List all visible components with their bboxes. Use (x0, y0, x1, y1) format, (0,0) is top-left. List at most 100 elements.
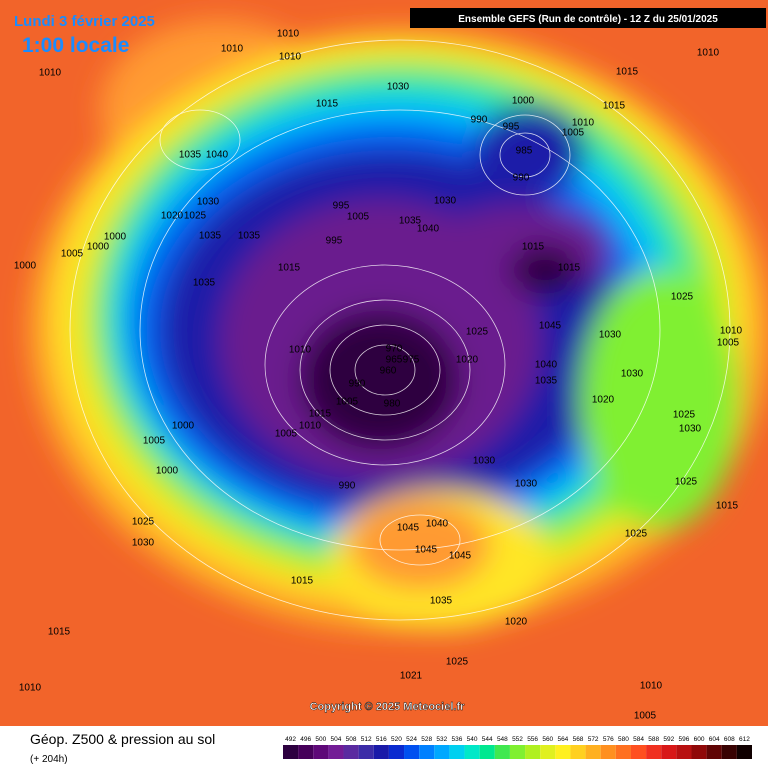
isobar-label: 1030 (621, 369, 644, 380)
scale-swatch (419, 745, 435, 759)
isobar-label: 1035 (535, 376, 558, 387)
isobar-label: 1030 (197, 197, 220, 208)
isobar-label: 1005 (275, 429, 298, 440)
isobar-label: 1025 (625, 529, 648, 540)
isobar-label: 1010 (277, 29, 300, 40)
scale-swatch (479, 745, 495, 759)
isobar-label: 1040 (417, 224, 440, 235)
isobar-label: 995 (326, 236, 343, 247)
copyright: Copyright © 2025 Meteociel.fr (310, 701, 466, 713)
scale-label: 524 (406, 736, 417, 743)
isobar-label: 975 (403, 355, 420, 366)
scale-label: 576 (603, 736, 614, 743)
scale-swatch (358, 745, 374, 759)
scale-label: 520 (391, 736, 402, 743)
header-box (410, 8, 766, 28)
scale-label: 536 (452, 736, 463, 743)
footer-title: Géop. Z500 & pression au sol (30, 731, 215, 747)
isobar-label: 1005 (717, 338, 740, 349)
isobar-label: 1005 (634, 711, 657, 722)
scale-swatch (630, 745, 647, 759)
scale-swatch (615, 745, 631, 759)
scale-swatch (373, 745, 389, 759)
isobar-label: 1000 (512, 96, 535, 107)
isobar-label: 990 (339, 481, 356, 492)
isobar-label: 990 (349, 379, 366, 390)
isobar-label: 1005 (336, 397, 359, 408)
scale-swatch (706, 745, 722, 759)
isobar-label: 1030 (434, 196, 457, 207)
isobar-label: 1035 (179, 150, 202, 161)
scale-swatch (600, 745, 616, 759)
field (0, 0, 768, 726)
isobar-label: 1021 (400, 671, 423, 682)
isobar-label: 1030 (387, 82, 410, 93)
isobar-label: 1010 (572, 118, 595, 129)
isobar-label: 1015 (291, 576, 314, 587)
scale-label: 596 (678, 736, 689, 743)
lead-time: (+ 204h) (30, 754, 68, 765)
isobar-label: 1010 (720, 326, 743, 337)
scale-swatch (661, 745, 677, 759)
scale-label: 512 (361, 736, 372, 743)
isobar-label: 995 (333, 201, 350, 212)
isobar-label: 1015 (603, 101, 626, 112)
scale-label: 504 (331, 736, 342, 743)
scale-label: 568 (573, 736, 584, 743)
isobar-label: 1020 (592, 395, 615, 406)
isobar-label: 985 (516, 146, 533, 157)
isobar-label: 1000 (104, 232, 127, 243)
isobar-label: 1015 (522, 242, 545, 253)
isobar-label: 1030 (599, 330, 622, 341)
isobar-label: 1000 (156, 466, 179, 477)
scale-label: 528 (421, 736, 432, 743)
scale-swatch (570, 745, 586, 759)
scale-label: 612 (739, 736, 750, 743)
isobar-label: 1035 (193, 278, 216, 289)
scale-label: 544 (482, 736, 493, 743)
isobar-label: 1010 (697, 48, 720, 59)
isobar-label: 1025 (673, 410, 696, 421)
scale-swatch (555, 745, 571, 759)
isobar-label: 1010 (221, 44, 244, 55)
isobar-label: 1045 (397, 523, 420, 534)
isobar-label: 1030 (132, 538, 155, 549)
scale-swatch (404, 745, 420, 759)
isobar-label: 1020 (456, 355, 479, 366)
isobar-label: 1040 (535, 360, 558, 371)
isobar-label: 1025 (446, 657, 469, 668)
scale-label: 564 (557, 736, 568, 743)
scale-swatch (343, 745, 359, 759)
scale-swatch (721, 745, 737, 759)
isobar-label: 1005 (562, 128, 585, 139)
isobar-label: 995 (503, 122, 520, 133)
scale-label: 552 (512, 736, 523, 743)
scale-swatch (646, 745, 662, 759)
isobar-label: 1015 (716, 501, 739, 512)
isobar-label: 1010 (299, 421, 322, 432)
isobar-label: 980 (384, 399, 401, 410)
scale-swatch (449, 745, 465, 759)
isobar-label: 1010 (279, 52, 302, 63)
isobar-label: 1015 (558, 263, 581, 274)
scale-label: 592 (663, 736, 674, 743)
isobar-label: 1010 (19, 683, 42, 694)
isobar-label: 1035 (399, 216, 422, 227)
isobar-label: 1015 (309, 409, 332, 420)
isobar-label: 1030 (679, 424, 702, 435)
isobar-label: 1005 (347, 212, 370, 223)
isobar-label: 1015 (48, 627, 71, 638)
isobar-label: 1020 (161, 211, 184, 222)
scale-label: 588 (648, 736, 659, 743)
scale-label: 508 (346, 736, 357, 743)
isobar-label: 1015 (316, 99, 339, 110)
scale-swatch (298, 745, 314, 759)
local-time: 1:00 locale (22, 34, 129, 57)
scale-swatch (691, 745, 707, 759)
scale-swatch (313, 745, 329, 759)
scale-swatch (388, 745, 405, 759)
isobar-label: 1010 (39, 68, 62, 79)
